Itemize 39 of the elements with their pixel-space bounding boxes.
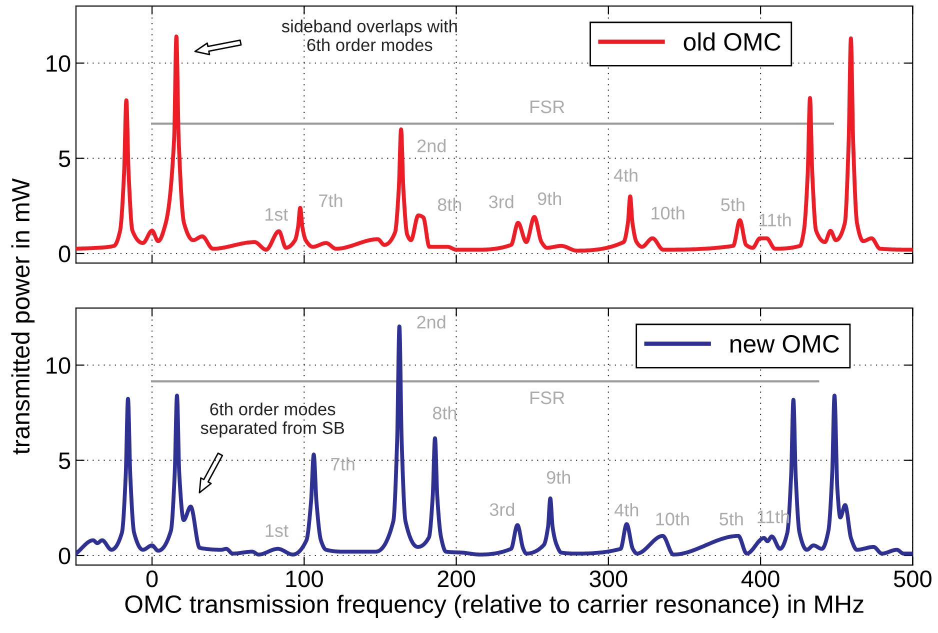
annotation: FSR	[530, 391, 564, 404]
x-tick-label: 200	[438, 570, 476, 588]
annotation: 7th	[319, 194, 342, 208]
annotation: 3rd	[490, 502, 514, 516]
annotation: 2nd	[417, 139, 446, 152]
annotation: 3rd	[489, 194, 514, 208]
annotation: 8th	[432, 406, 456, 420]
annotation: 1st	[265, 208, 288, 221]
annotation: 6th order modes separated from SB	[200, 402, 344, 438]
x-tick-label: 400	[741, 570, 780, 588]
annotation: 5th	[721, 198, 744, 212]
y-tick-label: 5	[58, 452, 70, 470]
x-tick-label: 0	[146, 570, 158, 588]
y-tick-label: 10	[46, 357, 70, 374]
annotation: 7th	[331, 457, 354, 471]
annotation: 2nd	[417, 315, 446, 329]
x-tick-label: 300	[590, 570, 628, 588]
annotation: sideband overlaps with 6th order modes	[282, 20, 457, 52]
annotation: 9th	[538, 192, 561, 206]
y-tick-label: 0	[58, 548, 70, 564]
legend-label: new OMC	[730, 335, 840, 353]
y-axis-title: transmitted power in mW	[11, 178, 35, 454]
annotation: 5th	[720, 512, 743, 526]
legend-label: old OMC	[684, 32, 780, 51]
annotation: 10th	[656, 512, 689, 526]
x-tick-label: 500	[894, 570, 932, 588]
x-tick-label: 100	[286, 570, 323, 588]
annotation: 1st	[266, 524, 288, 538]
y-tick-label: 5	[58, 150, 70, 168]
y-tick-label: 10	[46, 55, 70, 72]
annotation: FSR	[530, 100, 564, 114]
annotation: 10th	[652, 206, 684, 220]
annotation: 9th	[546, 470, 570, 484]
annotation: 11th	[759, 213, 791, 226]
annotation: 4th	[614, 168, 638, 182]
annotation: 8th	[438, 198, 462, 212]
annotation: 4th	[614, 503, 638, 516]
y-tick-label: 0	[58, 246, 70, 262]
x-axis-title: OMC transmission frequency (relative to carrier resonance) in MHz	[125, 594, 864, 618]
